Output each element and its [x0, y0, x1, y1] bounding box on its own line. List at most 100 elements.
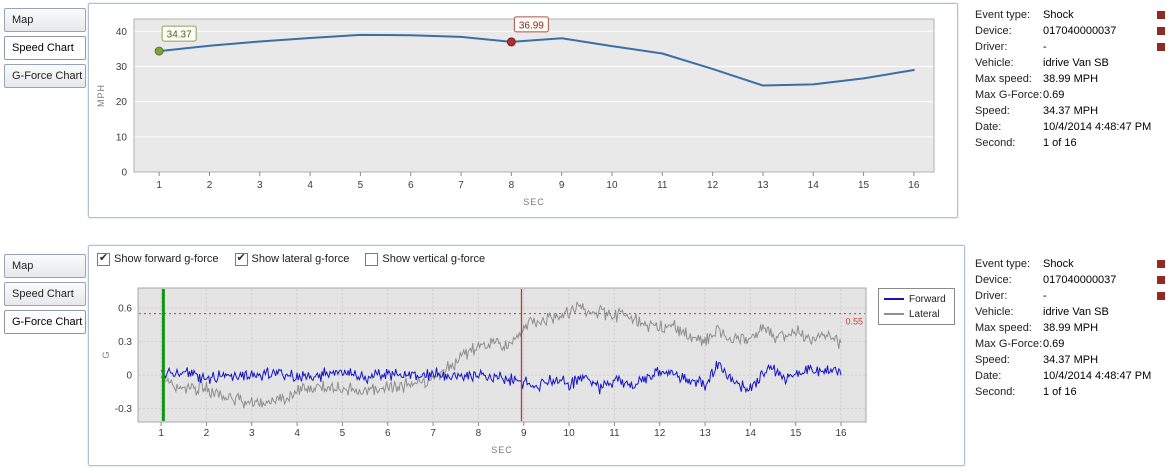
- svg-text:20: 20: [116, 97, 128, 108]
- info-row: Max speed: 38.99 MPH: [975, 320, 1171, 336]
- info-value: 017040000037: [1043, 25, 1117, 37]
- info-value: 0.69: [1043, 89, 1065, 101]
- info-label: Max speed:: [975, 322, 1032, 334]
- info-label: Speed:: [975, 354, 1010, 366]
- info-label: Max G-Force:: [975, 89, 1043, 101]
- gforce-options-row: Show forward g-force Show lateral g-forc…: [97, 250, 485, 268]
- legend-item-forward: Forward: [884, 293, 946, 305]
- svg-text:14: 14: [745, 428, 757, 439]
- checkbox-label: Show vertical g-force: [382, 253, 486, 265]
- checkbox-show-vertical-gforce[interactable]: Show vertical g-force: [365, 252, 486, 266]
- info-row: Driver: -: [975, 288, 1171, 304]
- info-row: Second: 1 of 16: [975, 135, 1171, 151]
- svg-text:16: 16: [908, 180, 920, 191]
- info-row: Speed: 34.37 MPH: [975, 103, 1171, 119]
- info-label: Max G-Force:: [975, 338, 1043, 350]
- svg-text:8: 8: [509, 180, 515, 191]
- info-label: Vehicle:: [975, 57, 1014, 69]
- info-row: Date: 10/4/2014 4:48:47 PM: [975, 119, 1171, 135]
- top-tabstrip: Map Speed Chart G-Force Chart: [4, 8, 86, 92]
- info-value: Shock: [1043, 258, 1074, 270]
- svg-text:15: 15: [790, 428, 802, 439]
- gforce-chart[interactable]: 1 2 3 4 5 6 7 8 9 10 11 12 13 14 15 16-0.300.30.6SECG0.…: [93, 272, 873, 464]
- info-value: 0.69: [1043, 338, 1065, 350]
- row-marker-icon: [1157, 276, 1165, 284]
- info-row: Second: 1 of 16: [975, 384, 1171, 400]
- svg-text:4: 4: [294, 428, 300, 439]
- svg-text:SEC: SEC: [491, 445, 513, 455]
- top-tab-speed-chart[interactable]: Speed Chart: [4, 36, 86, 60]
- svg-text:6: 6: [408, 180, 414, 191]
- info-row: Event type: Shock: [975, 256, 1171, 272]
- info-row: Max G-Force: 0.69: [975, 87, 1171, 103]
- row-marker-icon: [1157, 11, 1165, 19]
- svg-text:12: 12: [654, 428, 666, 439]
- info-row: Vehicle: idrive Van SB: [975, 55, 1171, 71]
- bottom-tabstrip: Map Speed Chart G-Force Chart: [4, 254, 86, 338]
- info-label: Date:: [975, 370, 1002, 382]
- bottom-tab-gforce-chart[interactable]: G-Force Chart: [4, 310, 86, 334]
- svg-text:2: 2: [207, 180, 213, 191]
- info-label: Max speed:: [975, 73, 1032, 85]
- svg-text:-0.3: -0.3: [115, 404, 133, 415]
- bottom-tab-speed-chart[interactable]: Speed Chart: [4, 282, 86, 306]
- info-row: Device: 017040000037: [975, 272, 1171, 288]
- checkbox-label: Show lateral g-force: [251, 253, 350, 265]
- row-marker-icon: [1157, 260, 1165, 268]
- checkbox-icon: [234, 252, 248, 266]
- svg-text:34.37: 34.37: [167, 30, 192, 41]
- info-row: Max speed: 38.99 MPH: [975, 71, 1171, 87]
- top-tab-gforce-chart[interactable]: G-Force Chart: [4, 64, 86, 88]
- forward-line-swatch: [884, 298, 904, 300]
- info-row: Speed: 34.37 MPH: [975, 352, 1171, 368]
- bottom-tab-map[interactable]: Map: [4, 254, 86, 278]
- info-row: Max G-Force: 0.69: [975, 336, 1171, 352]
- svg-text:5: 5: [340, 428, 346, 439]
- info-label: Driver:: [975, 290, 1008, 302]
- speed-chart-section: Map Speed Chart G-Force Chart 0 10 20 30 40 1…: [0, 0, 1176, 236]
- legend-label: Lateral: [909, 308, 940, 320]
- info-label: Event type:: [975, 258, 1031, 270]
- info-label: Second:: [975, 386, 1016, 398]
- svg-text:0.55: 0.55: [845, 317, 863, 327]
- info-value: 017040000037: [1043, 274, 1117, 286]
- info-value: -: [1043, 41, 1047, 53]
- info-label: Date:: [975, 121, 1002, 133]
- top-tab-map[interactable]: Map: [4, 8, 86, 32]
- speed-chart-frame: 0 10 20 30 40 1 2 3 4 5 6 7 8 9 10 11 12 13 14 15 16 SEC MPH 34…: [88, 3, 958, 218]
- info-value: 38.99 MPH: [1043, 73, 1099, 85]
- checkbox-icon: [365, 252, 379, 266]
- info-value: 34.37 MPH: [1043, 354, 1099, 366]
- svg-text:14: 14: [808, 180, 820, 191]
- svg-text:11: 11: [657, 180, 668, 191]
- svg-text:30: 30: [116, 62, 128, 73]
- svg-text:3: 3: [257, 180, 263, 191]
- svg-text:SEC: SEC: [523, 197, 545, 207]
- svg-text:0: 0: [121, 168, 127, 179]
- svg-text:3: 3: [249, 428, 255, 439]
- svg-text:40: 40: [116, 27, 128, 38]
- legend-label: Forward: [909, 293, 946, 305]
- checkbox-show-lateral-gforce[interactable]: Show lateral g-force: [234, 252, 350, 266]
- svg-text:G: G: [101, 351, 111, 358]
- svg-text:2: 2: [204, 428, 210, 439]
- info-row: Event type: Shock: [975, 7, 1171, 23]
- info-value: 34.37 MPH: [1043, 105, 1099, 117]
- svg-text:8: 8: [476, 428, 482, 439]
- svg-text:36.99: 36.99: [519, 20, 544, 31]
- info-label: Event type:: [975, 9, 1031, 21]
- info-value: idrive Van SB: [1043, 306, 1109, 318]
- lateral-line-swatch: [884, 313, 904, 315]
- info-value: 10/4/2014 4:48:47 PM: [1043, 370, 1152, 382]
- info-label: Second:: [975, 137, 1016, 149]
- checkbox-show-forward-gforce[interactable]: Show forward g-force: [97, 252, 219, 266]
- chart-legend: Forward Lateral: [878, 288, 955, 325]
- svg-text:10: 10: [564, 428, 576, 439]
- svg-text:9: 9: [521, 428, 527, 439]
- info-row: Driver: -: [975, 39, 1171, 55]
- svg-text:10: 10: [606, 180, 618, 191]
- info-row: Date: 10/4/2014 4:48:47 PM: [975, 368, 1171, 384]
- info-row: Vehicle: idrive Van SB: [975, 304, 1171, 320]
